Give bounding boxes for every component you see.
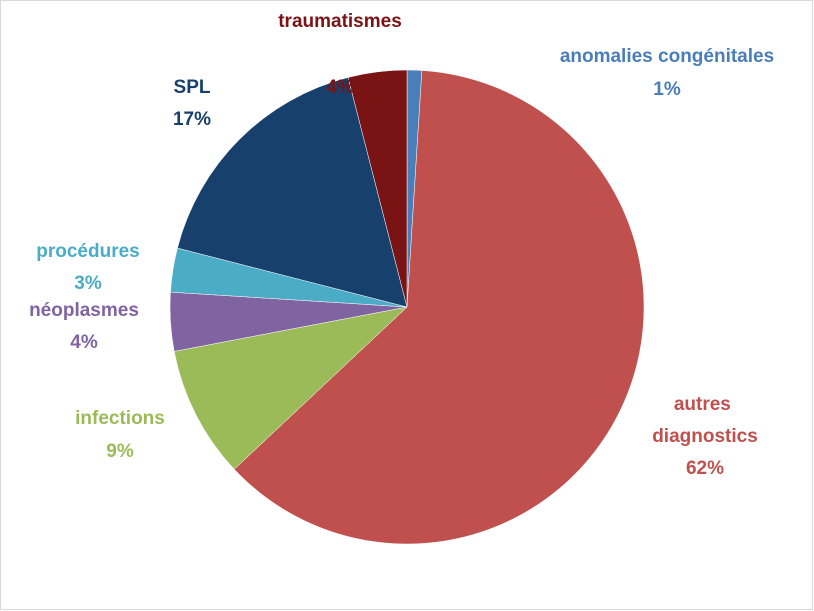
- slice-value-label: 4%: [70, 332, 98, 353]
- slice-value-label: 62%: [686, 458, 724, 479]
- slice-value-label: 1%: [653, 79, 681, 100]
- slice-value-label: 4%: [326, 77, 354, 98]
- slice-label: procédures: [36, 241, 139, 262]
- slice-value-label: 9%: [106, 441, 134, 462]
- pie-slice: [347, 69, 408, 308]
- slice-value-label: 3%: [74, 273, 102, 294]
- slice-label: infections: [75, 408, 165, 429]
- slice-label: SPL: [174, 77, 211, 98]
- slice-value-label: 17%: [173, 109, 211, 130]
- slice-label: traumatismes: [278, 11, 402, 32]
- pie-slice: [233, 70, 645, 545]
- slice-label: néoplasmes: [29, 300, 139, 321]
- slice-label: autres diagnostics: [652, 394, 758, 447]
- slice-label: anomalies congénitales: [560, 46, 774, 67]
- pie-slice: [173, 306, 408, 470]
- pie-slice: [177, 77, 408, 308]
